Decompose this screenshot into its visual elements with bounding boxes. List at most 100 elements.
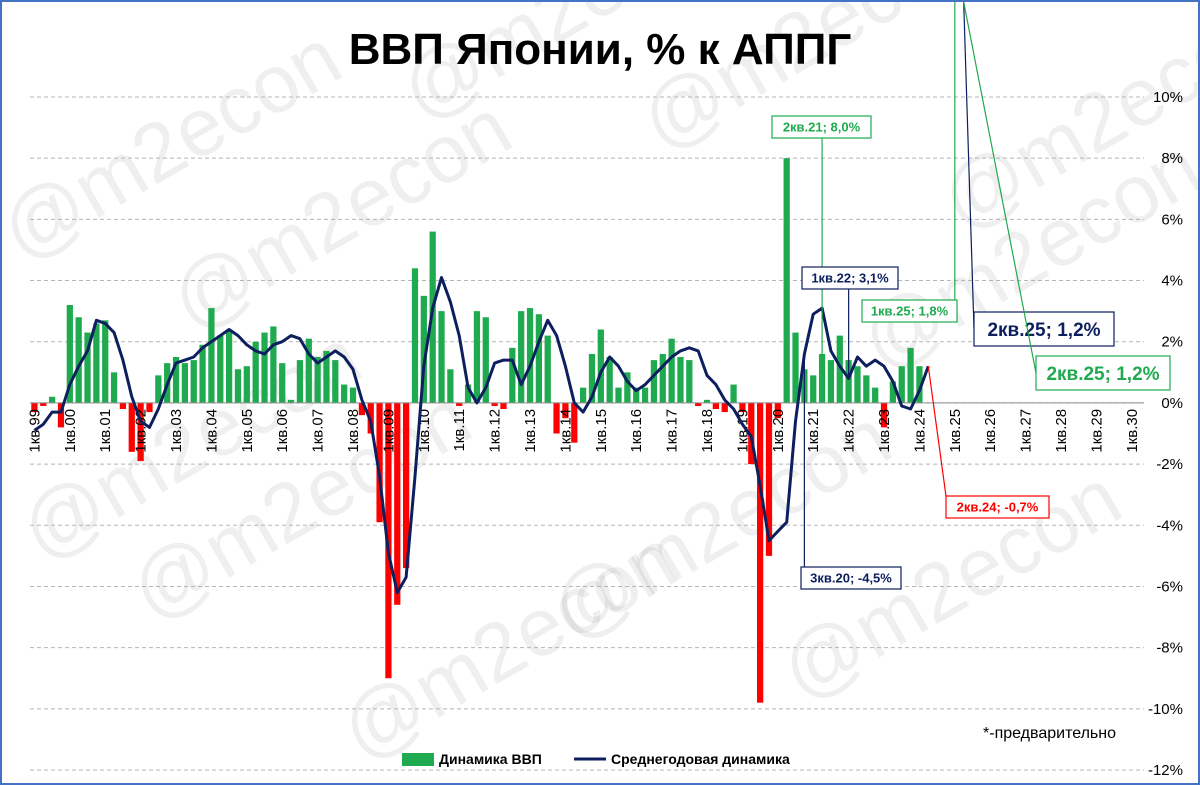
gdp-bar: [155, 375, 162, 403]
gdp-bar: [305, 338, 312, 403]
gdp-bar: [217, 335, 224, 403]
y-tick-label: -10%: [1148, 701, 1183, 718]
gdp-bar: [172, 357, 180, 403]
gdp-bar: [500, 402, 507, 410]
gdp-bar: [703, 399, 711, 403]
x-tick-label: 1кв.18: [699, 409, 716, 453]
gdp-bar: [323, 350, 330, 403]
x-tick-label: 1кв.00: [62, 409, 79, 453]
gdp-bar: [765, 402, 773, 556]
gdp-bar: [836, 335, 843, 403]
gdp-bar: [464, 384, 472, 403]
gdp-bar: [633, 387, 640, 403]
x-tick-label: 1кв.22: [841, 409, 858, 453]
gdp-bar: [553, 402, 560, 434]
y-tick-label: 2%: [1161, 334, 1183, 351]
annotation-callout: 1кв.22; 3,1%: [801, 266, 899, 379]
gdp-bar: [650, 360, 658, 403]
x-tick-label: 1кв.24: [911, 409, 928, 453]
gdp-bar: [146, 402, 153, 413]
x-tick-label: 1кв.09: [380, 409, 397, 453]
gdp-bar: [31, 402, 38, 413]
annotation-label: 2кв.25; 1,2%: [987, 320, 1100, 341]
y-tick-label: -4%: [1156, 517, 1183, 534]
annotation-box: [861, 299, 958, 323]
x-tick-label: 1кв.14: [557, 409, 574, 453]
gdp-bar: [695, 402, 702, 406]
y-tick-label: -8%: [1156, 640, 1183, 657]
gdp-bar: [818, 353, 826, 403]
gdp-bar: [509, 347, 516, 403]
gdp-bar: [845, 360, 852, 403]
gdp-bar: [872, 387, 879, 403]
x-tick-label: 1кв.01: [97, 409, 114, 453]
annotation-callout: 2кв.25; 1,2%: [963, 2, 1115, 347]
gdp-bar: [659, 353, 666, 403]
annotation-leader: [927, 366, 947, 497]
gdp-bar: [854, 366, 861, 403]
annotation-callout: 3кв.20; -4,5%: [800, 353, 902, 590]
gdp-bar: [75, 317, 82, 403]
gdp-bar: [562, 402, 569, 419]
gdp-bar: [544, 335, 551, 403]
average-annual-line: [33, 276, 930, 595]
y-tick-label: -6%: [1156, 578, 1183, 595]
gdp-bar: [792, 332, 799, 403]
x-tick-label: 1кв.06: [274, 409, 291, 453]
gdp-bar: [93, 323, 100, 403]
gdp-bar: [668, 338, 675, 403]
y-tick-label: 8%: [1161, 150, 1183, 167]
annotation-label: 3кв.20; -4,5%: [810, 571, 892, 586]
gdp-bar: [49, 396, 56, 403]
x-tick-label: 1кв.11: [451, 409, 468, 452]
gdp-bar: [287, 399, 295, 403]
legend: Динамика ВВП Среднегодовая динамика: [402, 751, 790, 767]
gdp-bar: [880, 402, 888, 428]
gdp-bar: [491, 402, 498, 406]
annotation-box: [801, 266, 899, 290]
gdp-bar: [234, 369, 242, 403]
gdp-bar: [712, 402, 719, 410]
gdp-bar: [110, 372, 118, 403]
gdp-bar: [261, 332, 268, 403]
gdp-bar: [66, 305, 73, 403]
annotation-callout: 2кв.21; 8,0%: [771, 115, 872, 354]
gdp-bar: [208, 308, 215, 403]
gdp-bar: [376, 402, 383, 523]
gdp-bar: [597, 329, 604, 403]
annotation-box: [973, 311, 1115, 347]
annotation-label: 2кв.25; 1,2%: [1046, 364, 1159, 385]
gdp-bar: [518, 311, 525, 403]
gdp-bar: [420, 295, 427, 403]
gdp-bar: [438, 311, 445, 403]
gdp-bar: [571, 402, 578, 443]
gdp-bar: [757, 402, 764, 703]
gdp-bar: [314, 357, 321, 403]
gdp-bar: [677, 357, 684, 403]
gdp-bar: [40, 402, 47, 406]
gdp-bar: [588, 353, 596, 403]
y-tick-label: 4%: [1161, 273, 1183, 290]
gdp-bar: [810, 375, 817, 403]
gdp-bar: [916, 366, 923, 403]
gdp-bar: [403, 402, 410, 569]
gdp-bar: [243, 366, 250, 403]
gdp-bar: [615, 387, 622, 403]
gdp-bar: [226, 329, 233, 403]
gdp-bar: [137, 402, 144, 462]
gdp-bar: [889, 381, 896, 403]
x-tick-label: 1кв.16: [628, 409, 645, 453]
x-tick-label: 1кв.25: [947, 409, 964, 453]
annotation-callout: 2кв.24; -0,7%: [927, 366, 1050, 519]
gdp-bar: [57, 402, 65, 428]
gdp-bar: [332, 360, 339, 403]
annotation-leader: [963, 2, 975, 330]
gdp-bar: [783, 158, 790, 403]
x-tick-label: 1кв.20: [770, 409, 787, 453]
gdp-bar: [907, 347, 914, 403]
x-tick-label: 1кв.17: [664, 409, 681, 453]
gdp-bar: [473, 311, 481, 403]
y-tick-label: -12%: [1148, 762, 1183, 779]
